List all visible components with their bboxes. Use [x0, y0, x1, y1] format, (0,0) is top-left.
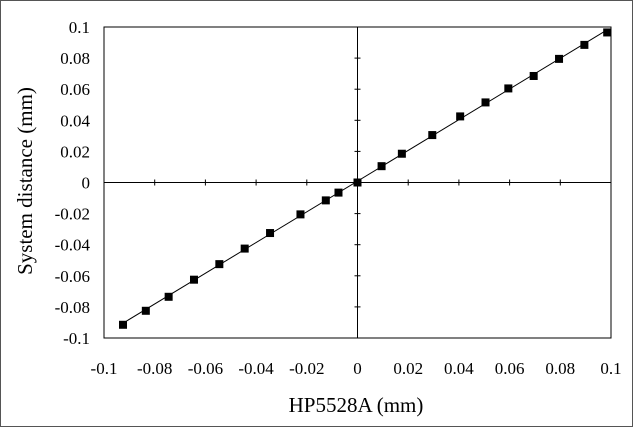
data-point	[353, 178, 362, 187]
y-tick-label: 0.04	[60, 111, 90, 130]
data-point	[504, 84, 513, 93]
x-tick-label: -0.02	[289, 359, 324, 378]
y-tick-label: 0.08	[60, 49, 90, 68]
y-tick-label: -0.06	[55, 267, 90, 286]
y-tick-label: -0.04	[55, 236, 91, 255]
data-point	[296, 210, 305, 219]
data-point	[428, 131, 437, 140]
x-tick-label: -0.06	[188, 359, 223, 378]
y-tick-label: -0.02	[55, 205, 90, 224]
data-point	[580, 40, 589, 49]
x-tick-label: 0.02	[393, 359, 423, 378]
y-tick-label: 0.02	[60, 142, 90, 161]
data-point	[481, 98, 490, 107]
x-tick-label: 0.08	[545, 359, 575, 378]
x-tick-label: 0.06	[495, 359, 525, 378]
y-axis-title: System distance (mm)	[13, 87, 37, 275]
data-series	[119, 28, 612, 329]
x-axis-title: HP5528A (mm)	[289, 393, 424, 417]
x-tick-label: 0.1	[600, 359, 621, 378]
y-tick-label: -0.1	[63, 329, 90, 348]
y-tick-label: -0.08	[55, 298, 90, 317]
data-point	[321, 196, 330, 205]
y-tick-label: 0.1	[69, 18, 90, 37]
y-tick-label: 0.06	[60, 80, 90, 99]
data-point	[164, 292, 173, 301]
x-tick-label: -0.08	[137, 359, 172, 378]
data-point	[603, 28, 612, 37]
data-point	[189, 275, 198, 284]
x-tick-label: -0.04	[238, 359, 274, 378]
data-point	[377, 162, 386, 171]
x-tick-label: 0.04	[444, 359, 474, 378]
data-point	[141, 306, 150, 315]
data-point	[266, 229, 275, 238]
x-tick-label: 0	[353, 359, 362, 378]
data-point	[456, 112, 465, 121]
data-point	[555, 54, 564, 63]
tick-labels: -0.1 -0.08 -0.06 -0.04 -0.02 0 0.02 0.04 0.06 0.0…	[55, 18, 622, 378]
data-point	[215, 260, 224, 269]
data-point	[529, 71, 538, 80]
x-tick-label: -0.1	[91, 359, 118, 378]
data-point	[334, 188, 343, 197]
y-tick-label: 0	[82, 174, 91, 193]
data-point	[240, 244, 249, 253]
data-point	[119, 320, 128, 329]
data-point	[397, 149, 406, 158]
trendline	[122, 29, 608, 324]
